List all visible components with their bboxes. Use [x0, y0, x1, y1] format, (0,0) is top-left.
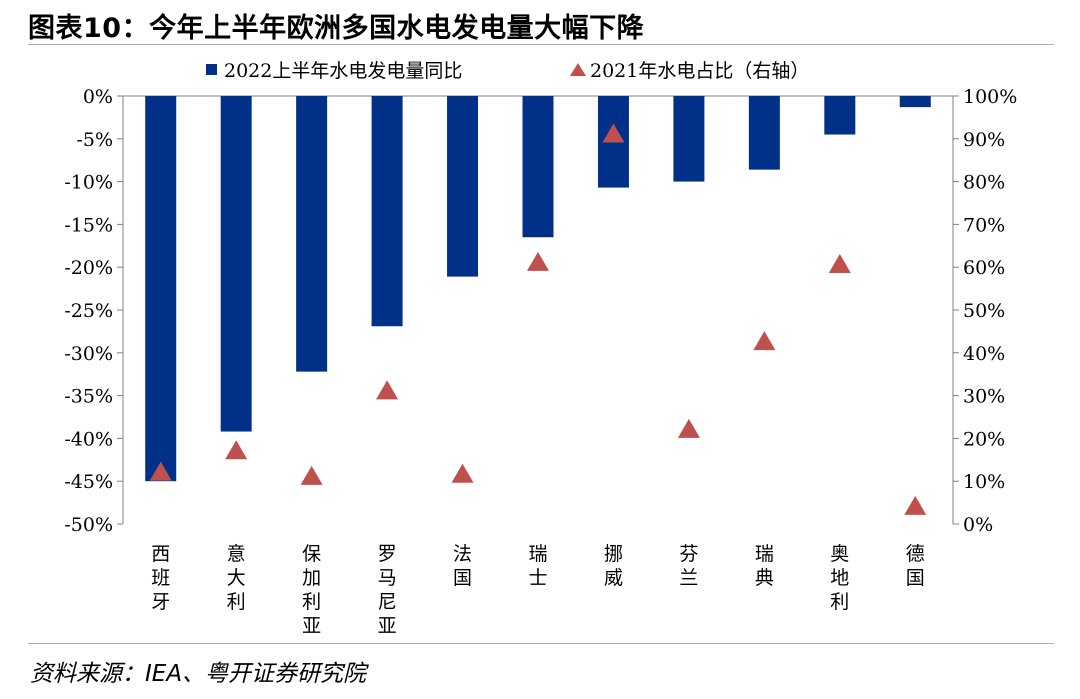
legend-bar-swatch	[206, 64, 217, 75]
legend-triangle-swatch	[570, 63, 586, 76]
chart-title: 图表10：今年上半年欧洲多国水电发电量大幅下降	[28, 13, 645, 44]
category-label: 意大利	[227, 543, 246, 613]
legend-bar-label: 2022上半年水电发电量同比	[224, 60, 462, 82]
triangle-marker	[677, 418, 700, 438]
left-tick-label: -20%	[64, 257, 113, 279]
category-label: 西班牙	[151, 543, 170, 613]
right-tick-label: 30%	[963, 386, 1005, 408]
bar	[145, 96, 177, 482]
source-note: 资料来源：IEA、粤开证券研究院	[30, 661, 367, 687]
bar	[296, 96, 328, 372]
right-tick-label: 20%	[963, 428, 1005, 450]
right-tick-label: 50%	[963, 300, 1005, 322]
triangle-marker	[149, 461, 172, 481]
bar	[899, 96, 931, 108]
triangle-marker	[904, 495, 927, 515]
legend: 2022上半年水电发电量同比 2021年水电占比（右轴）	[206, 60, 809, 82]
triangle-marker	[527, 251, 549, 271]
right-tick-label: 60%	[963, 257, 1005, 279]
left-tick-label: -35%	[64, 386, 113, 408]
category-label: 法国	[453, 543, 472, 589]
left-tick-label: -15%	[64, 214, 113, 236]
category-label: 瑞典	[755, 543, 774, 589]
title-divider	[28, 44, 1054, 45]
category-label: 德国	[906, 543, 925, 589]
left-tick-label: -30%	[64, 343, 113, 365]
triangle-marker	[753, 331, 776, 351]
category-label: 保加利亚	[302, 543, 321, 637]
category-label: 瑞士	[528, 543, 547, 589]
right-tick-label: 0%	[963, 514, 993, 536]
right-tick-label: 90%	[963, 129, 1005, 151]
legend-triangle-label: 2021年水电占比（右轴）	[590, 60, 809, 82]
chart-area: 2022上半年水电发电量同比 2021年水电占比（右轴） 0% -5% -10% -1…	[64, 60, 1017, 637]
triangle-marker	[225, 440, 248, 460]
right-tick-label: 100%	[963, 86, 1017, 108]
left-tick-label: -25%	[64, 300, 113, 322]
left-tick-label: -50%	[64, 514, 113, 536]
left-tick-label: -45%	[64, 471, 113, 493]
triangle-marker	[828, 254, 851, 274]
bar	[673, 96, 705, 182]
bar	[371, 96, 403, 327]
bar	[824, 96, 856, 135]
category-label: 罗马尼亚	[378, 543, 397, 637]
category-label: 挪威	[604, 543, 623, 589]
right-tick-label: 40%	[963, 343, 1005, 365]
triangle-marker	[602, 123, 625, 143]
category-label: 奥地利	[830, 543, 849, 613]
right-tick-label: 10%	[963, 471, 1005, 493]
bar	[748, 96, 780, 170]
bar	[220, 96, 252, 432]
left-tick-label: -5%	[76, 129, 113, 151]
category-label: 芬兰	[679, 543, 698, 589]
triangle-marker	[300, 465, 323, 485]
left-tick-label: 0%	[83, 86, 113, 108]
triangle-marker	[451, 463, 474, 483]
footer-divider	[28, 643, 1054, 644]
triangle-marker	[376, 380, 399, 400]
left-tick-label: -40%	[64, 428, 113, 450]
bar	[447, 96, 479, 277]
left-tick-label: -10%	[64, 172, 113, 194]
bar	[522, 96, 554, 238]
right-tick-label: 80%	[963, 172, 1005, 194]
right-tick-label: 70%	[963, 214, 1005, 236]
